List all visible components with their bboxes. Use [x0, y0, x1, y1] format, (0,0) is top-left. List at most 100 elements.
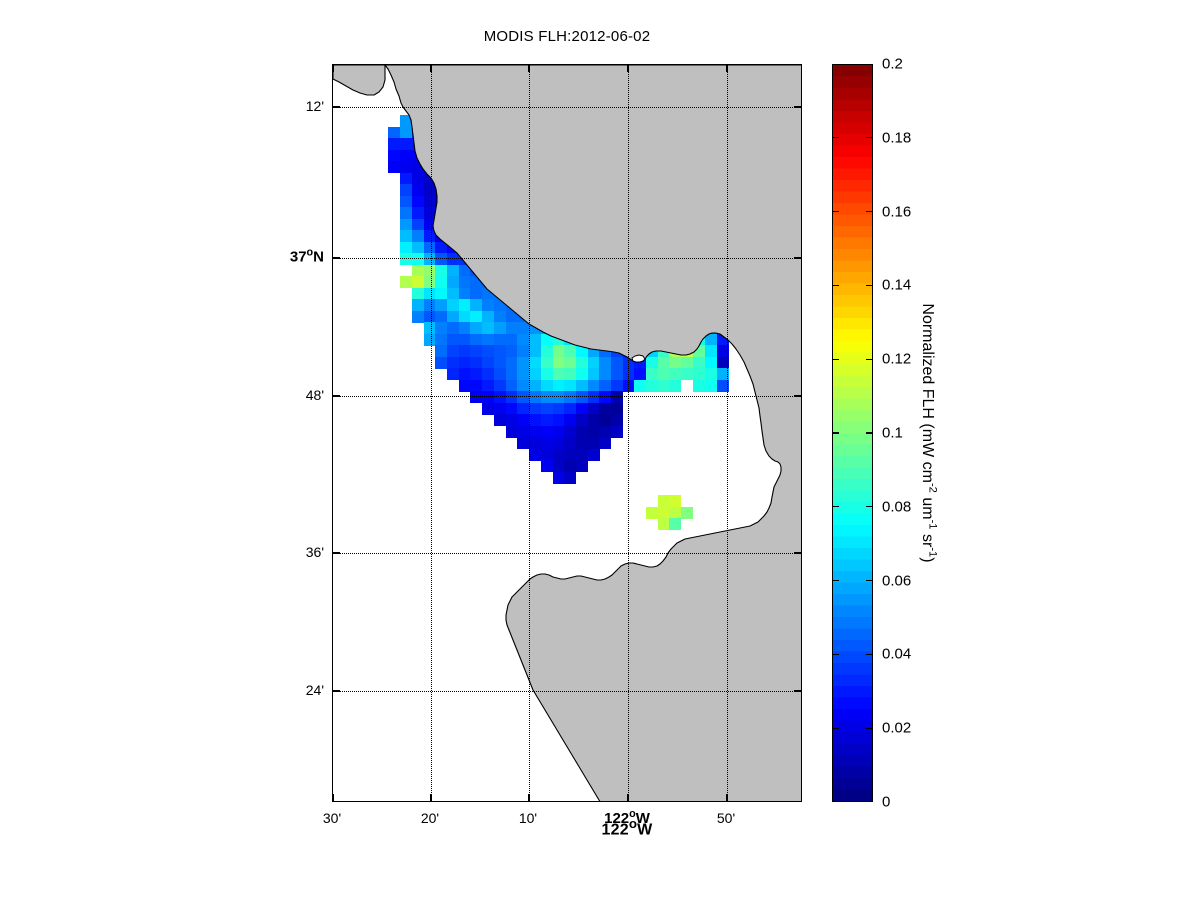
heatmap-cell — [553, 391, 566, 404]
heatmap-cell — [564, 414, 577, 427]
land-coastline-layer — [333, 65, 801, 801]
heatmap-cell — [529, 345, 542, 358]
heatmap-cell — [424, 288, 437, 301]
heatmap-cell — [412, 276, 425, 289]
heatmap-cell — [470, 380, 483, 393]
heatmap-cell — [400, 207, 413, 220]
land-polygon — [384, 65, 801, 801]
colorbar-tick — [832, 358, 839, 360]
heatmap-cell — [623, 380, 636, 393]
heatmap-cell — [494, 391, 507, 404]
heatmap-cell — [611, 403, 624, 416]
axis-tick-left — [333, 690, 340, 692]
heatmap-cell — [494, 368, 507, 381]
heatmap-cell — [494, 311, 507, 324]
colorbar-tick-label: 0.12 — [882, 350, 912, 368]
heatmap-cell — [541, 426, 554, 439]
colorbar-tick-label: 0.16 — [882, 203, 912, 221]
heatmap-cell — [517, 334, 530, 347]
heatmap-cell — [459, 299, 472, 312]
heatmap-cell — [564, 472, 577, 485]
axis-tick-right — [794, 257, 801, 259]
heatmap-cell — [564, 368, 577, 381]
heatmap-cell — [424, 230, 437, 243]
heatmap-cell — [459, 288, 472, 301]
heatmap-cell — [435, 357, 448, 370]
heatmap-cell — [564, 391, 577, 404]
heatmap-cell — [634, 380, 647, 393]
colorbar-tick-label: 0 — [882, 793, 891, 811]
heatmap-cell — [705, 345, 718, 358]
colorbar-tick — [866, 137, 873, 139]
heatmap-cell — [412, 265, 425, 278]
heatmap-cell — [517, 322, 530, 335]
heatmap-cell — [494, 322, 507, 335]
heatmap-cell — [611, 414, 624, 427]
x-axis-tick-label: 50' — [716, 810, 736, 826]
axis-tick-top — [430, 65, 432, 72]
heatmap-cell — [447, 253, 460, 266]
heatmap-cell — [412, 288, 425, 301]
heatmap-cell — [447, 276, 460, 289]
heatmap-cell — [435, 311, 448, 324]
axis-tick-left — [333, 106, 340, 108]
axis-tick-right — [794, 690, 801, 692]
heatmap-cell — [693, 368, 706, 381]
heatmap-cell — [576, 460, 589, 473]
colorbar-tick-label: 0.1 — [882, 424, 903, 442]
heatmap-cell — [494, 357, 507, 370]
heatmap-cell — [412, 299, 425, 312]
heatmap-cell — [658, 368, 671, 381]
heatmap-cell — [541, 391, 554, 404]
heatmap-cell — [412, 184, 425, 197]
gridline-vertical — [430, 65, 432, 801]
heatmap-cell — [435, 242, 448, 255]
heatmap-cell — [658, 495, 671, 508]
heatmap-cell — [611, 368, 624, 381]
heatmap-cell — [459, 322, 472, 335]
colorbar-tick-label: 0.18 — [882, 129, 912, 147]
heatmap-cell — [564, 437, 577, 450]
heatmap-cell — [424, 196, 437, 209]
land-polygon-northwest — [333, 65, 386, 96]
gridline-vertical — [628, 65, 630, 801]
heatmap-cell — [564, 403, 577, 416]
colorbar-label-text: Normalized FLH (mW cm-2 um-1 sr-1) — [919, 303, 939, 563]
x-axis-tick-label: 10' — [518, 810, 538, 826]
heatmap-cell — [599, 403, 612, 416]
colorbar-tick — [832, 506, 839, 508]
heatmap-cell — [576, 403, 589, 416]
heatmap-cell — [482, 357, 495, 370]
colorbar-tick-label: 0.02 — [882, 719, 912, 737]
x-axis-tick-label: 122oW — [604, 808, 650, 827]
colorbar-tick-label: 0.04 — [882, 645, 912, 663]
heatmap-cell — [588, 449, 601, 462]
heatmap-cell — [681, 368, 694, 381]
heatmap-cell — [541, 414, 554, 427]
heatmap-cell — [717, 345, 730, 358]
axis-tick-bottom — [726, 794, 728, 801]
heatmap-cell — [541, 380, 554, 393]
heatmap-cell — [564, 357, 577, 370]
heatmap-cell — [553, 414, 566, 427]
heatmap-cell — [482, 403, 495, 416]
heatmap-cell — [541, 334, 554, 347]
colorbar-tick — [866, 358, 873, 360]
axis-tick-bottom — [627, 794, 629, 801]
colorbar[interactable]: 0 0.02 0.04 0.06 0.08 0.1 0.12 0.14 0.16 0.18 0.2 — [832, 56, 911, 811]
heatmap-cell — [424, 207, 437, 220]
map-plot-area[interactable] — [332, 64, 802, 802]
heatmap-cell — [470, 334, 483, 347]
heatmap-cell — [435, 322, 448, 335]
axis-tick-left — [333, 257, 340, 259]
axis-tick-left — [333, 395, 340, 397]
heatmap-cell — [669, 518, 682, 531]
y-axis-tick-label: 37oN — [289, 246, 324, 266]
heatmap-cell — [388, 161, 401, 174]
heatmap-cell — [459, 345, 472, 358]
gridline-horizontal — [333, 257, 801, 259]
heatmap-cell — [564, 380, 577, 393]
heatmap-cell — [541, 460, 554, 473]
axis-tick-right — [794, 552, 801, 554]
heatmap-cell — [459, 265, 472, 278]
